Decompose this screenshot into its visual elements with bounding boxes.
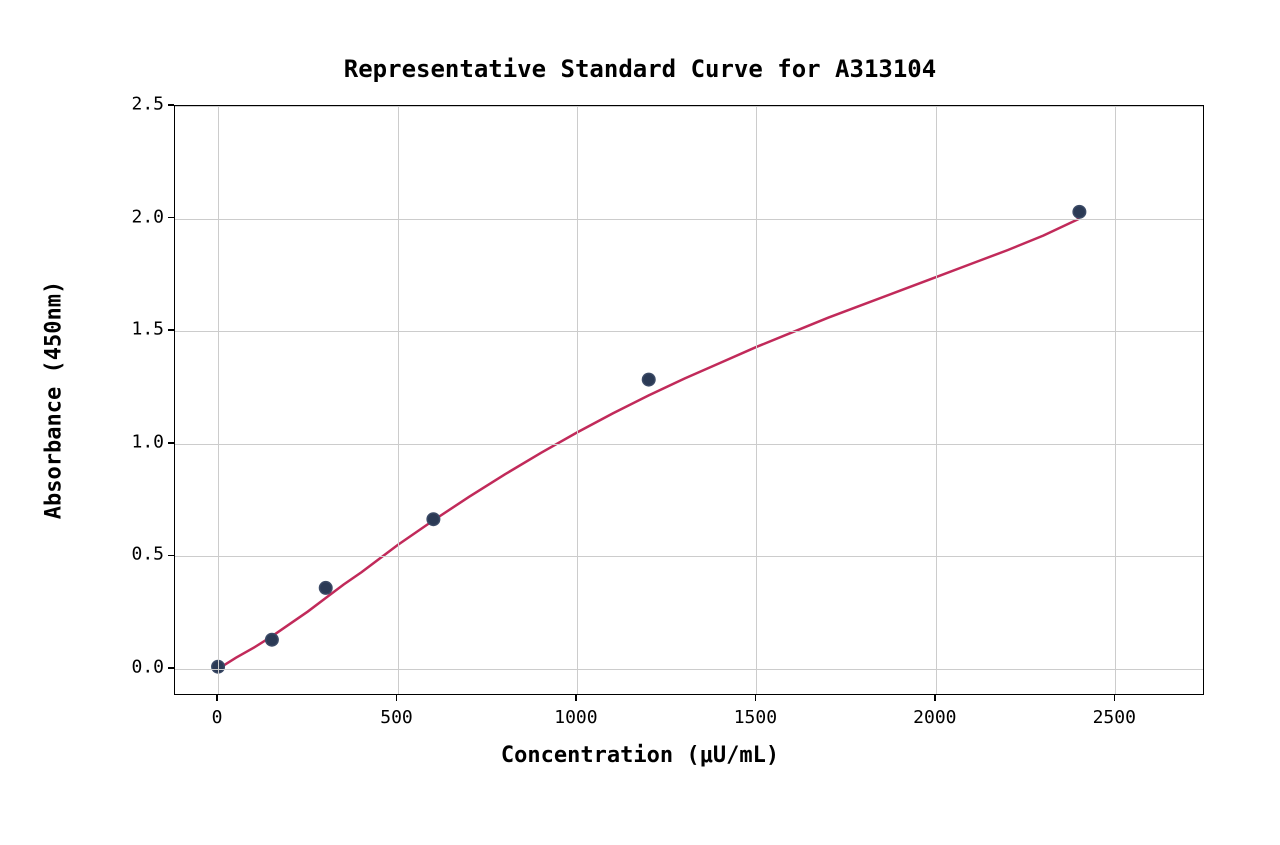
chart-container: Representative Standard Curve for A31310… bbox=[0, 0, 1280, 845]
y-tick bbox=[168, 442, 174, 444]
grid-line-vertical bbox=[577, 106, 578, 694]
x-tick-label: 500 bbox=[380, 707, 413, 728]
x-tick-label: 2500 bbox=[1093, 707, 1136, 728]
y-tick-label: 0.0 bbox=[124, 656, 164, 677]
y-axis-label: Absorbance (450nm) bbox=[42, 281, 67, 519]
x-tick bbox=[396, 695, 398, 701]
x-tick bbox=[755, 695, 757, 701]
y-tick bbox=[168, 329, 174, 331]
grid-line-horizontal bbox=[175, 444, 1203, 445]
y-tick bbox=[168, 555, 174, 557]
chart-title: Representative Standard Curve for A31310… bbox=[0, 55, 1280, 83]
x-tick-label: 1500 bbox=[734, 707, 777, 728]
x-tick-label: 0 bbox=[212, 707, 223, 728]
y-tick bbox=[168, 217, 174, 219]
grid-line-vertical bbox=[756, 106, 757, 694]
x-tick-label: 1000 bbox=[554, 707, 597, 728]
x-tick bbox=[216, 695, 218, 701]
y-tick-label: 1.0 bbox=[124, 431, 164, 452]
x-axis-label: Concentration (μU/mL) bbox=[0, 743, 1280, 768]
data-point-marker bbox=[642, 373, 656, 387]
y-tick bbox=[168, 667, 174, 669]
grid-line-vertical bbox=[936, 106, 937, 694]
y-tick bbox=[168, 104, 174, 106]
grid-line-horizontal bbox=[175, 556, 1203, 557]
y-tick-label: 2.5 bbox=[124, 93, 164, 114]
grid-line-horizontal bbox=[175, 219, 1203, 220]
grid-line-horizontal bbox=[175, 669, 1203, 670]
data-point-marker bbox=[426, 512, 440, 526]
y-tick-label: 1.5 bbox=[124, 319, 164, 340]
x-tick bbox=[1114, 695, 1116, 701]
x-tick-label: 2000 bbox=[913, 707, 956, 728]
x-tick bbox=[575, 695, 577, 701]
plot-svg bbox=[175, 106, 1205, 696]
data-point-marker bbox=[265, 633, 279, 647]
plot-area bbox=[174, 105, 1204, 695]
x-tick bbox=[934, 695, 936, 701]
grid-line-vertical bbox=[1115, 106, 1116, 694]
data-point-marker bbox=[319, 581, 333, 595]
grid-line-vertical bbox=[398, 106, 399, 694]
grid-line-horizontal bbox=[175, 331, 1203, 332]
grid-line-horizontal bbox=[175, 106, 1203, 107]
grid-line-vertical bbox=[218, 106, 219, 694]
y-tick-label: 2.0 bbox=[124, 206, 164, 227]
data-point-marker bbox=[1072, 205, 1086, 219]
y-tick-label: 0.5 bbox=[124, 544, 164, 565]
